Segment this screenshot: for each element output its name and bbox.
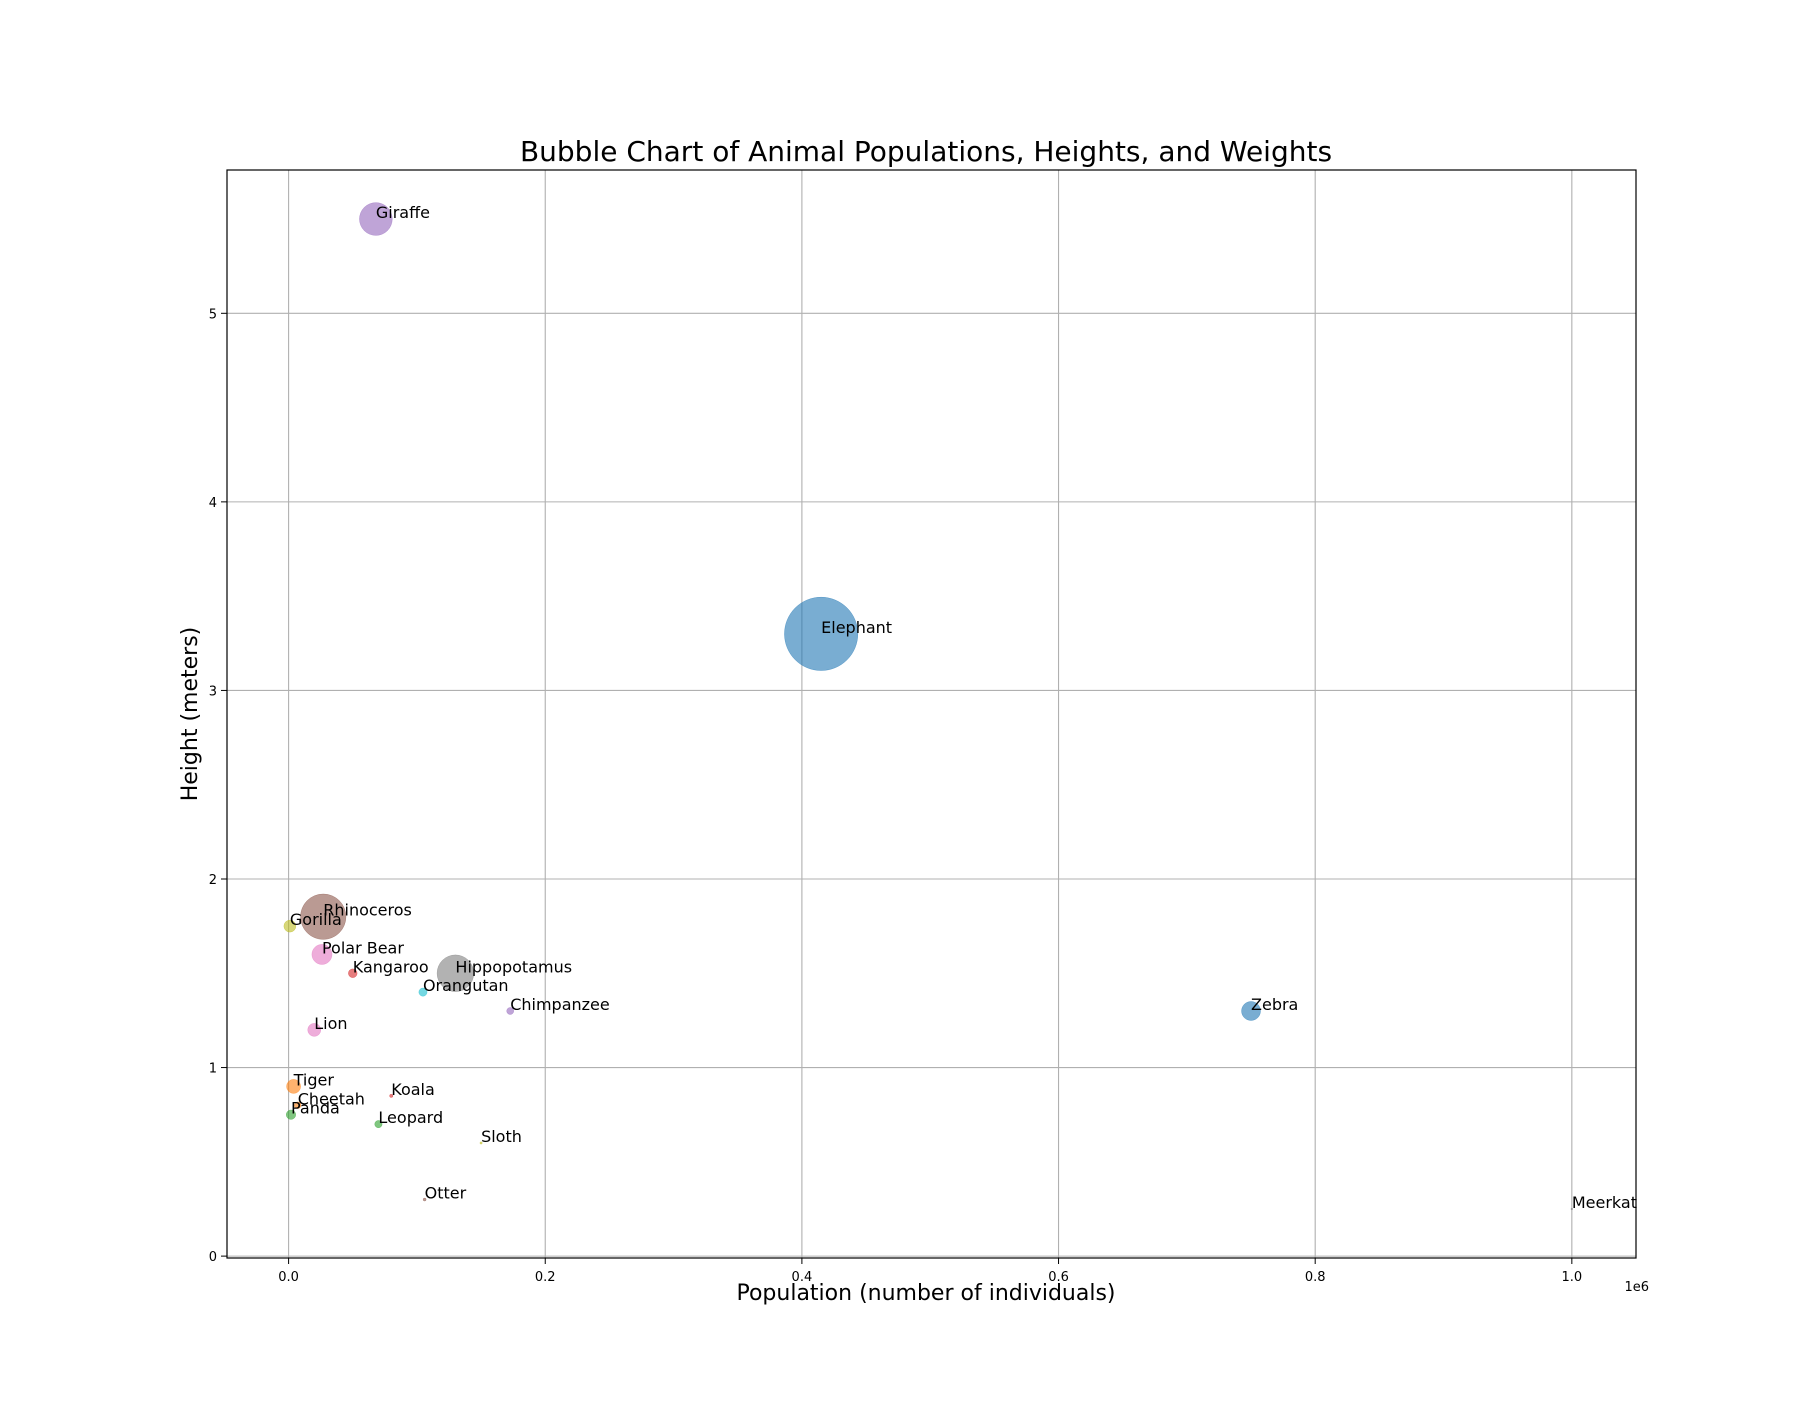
point-label-meerkat: Meerkat xyxy=(1572,1193,1637,1212)
point-label-elephant: Elephant xyxy=(821,618,892,637)
x-tick-label: 0.2 xyxy=(535,1270,556,1285)
bubble-koala xyxy=(389,1093,394,1098)
x-tick-label: 1.0 xyxy=(1561,1270,1582,1285)
x-axis-label: Population (number of individuals) xyxy=(736,1281,1115,1306)
point-label-cheetah: Cheetah xyxy=(298,1089,365,1108)
point-label-lion: Lion xyxy=(314,1014,347,1033)
y-tick-label: 5 xyxy=(209,307,217,322)
grid-layer xyxy=(227,170,1636,1258)
point-label-panda: Panda xyxy=(291,1099,340,1118)
y-tick-label: 1 xyxy=(209,1062,217,1077)
x-tick-label: 0.8 xyxy=(1305,1270,1326,1285)
point-label-gorilla: Gorilla xyxy=(290,910,342,929)
bubble-zebra xyxy=(1241,1001,1261,1021)
bubble-sloth xyxy=(479,1141,483,1145)
point-label-sloth: Sloth xyxy=(481,1127,522,1146)
point-label-giraffe: Giraffe xyxy=(376,203,430,222)
bubble-layer xyxy=(283,202,1573,1211)
y-tick-label: 0 xyxy=(209,1250,217,1265)
bubble-rhinoceros xyxy=(300,893,347,940)
bubble-leopard xyxy=(374,1120,383,1129)
point-label-layer: Elephant Tiger Leopard Kangaroo Giraffe Rhino… xyxy=(290,203,1637,1212)
point-label-chimpanzee: Chimpanzee xyxy=(510,995,610,1014)
chart-title: Bubble Chart of Animal Populations, Heig… xyxy=(520,135,1332,168)
point-label-leopard: Leopard xyxy=(378,1108,443,1127)
bubble-chimpanzee xyxy=(506,1007,514,1015)
bubble-giraffe xyxy=(359,202,393,236)
plot-area-frame xyxy=(226,169,1637,1259)
bubble-tiger xyxy=(286,1079,301,1094)
x-tick-label: 0.4 xyxy=(792,1270,813,1285)
y-tick-label: 4 xyxy=(209,496,217,511)
point-label-rhinoceros: Rhinoceros xyxy=(323,901,412,920)
bubble-polar-bear xyxy=(311,944,333,965)
x-tick-label: 0.0 xyxy=(278,1270,299,1285)
bubble-kangaroo xyxy=(348,968,358,978)
bubble-meerkat xyxy=(1570,1207,1573,1211)
bubble-orangutan xyxy=(418,987,428,997)
point-label-otter: Otter xyxy=(425,1184,467,1203)
bubble-lion xyxy=(307,1023,322,1037)
y-axis-ticks: 0 1 2 3 4 5 xyxy=(209,307,227,1265)
bubble-otter xyxy=(422,1197,427,1202)
x-axis-offset-label: 1e6 xyxy=(1624,1280,1649,1295)
point-label-kangaroo: Kangaroo xyxy=(353,957,429,976)
bubble-panda xyxy=(286,1109,296,1120)
point-label-zebra: Zebra xyxy=(1251,995,1298,1014)
point-label-hippopotamus: Hippopotamus xyxy=(455,957,572,976)
y-tick-label: 2 xyxy=(209,873,217,888)
point-label-koala: Koala xyxy=(391,1080,435,1099)
bubble-elephant xyxy=(784,596,859,671)
y-axis-label: Height (meters) xyxy=(178,627,203,802)
y-tick-label: 3 xyxy=(209,684,217,699)
x-axis-ticks: 0.0 0.2 0.4 0.6 0.8 1.0 xyxy=(278,1258,1582,1285)
point-label-tiger: Tiger xyxy=(293,1070,335,1089)
point-label-orangutan: Orangutan xyxy=(423,976,509,995)
bubble-cheetah xyxy=(294,1101,302,1109)
x-tick-label: 0.6 xyxy=(1048,1270,1069,1285)
bubble-hippopotamus xyxy=(436,954,475,992)
bubble-gorilla xyxy=(283,919,297,933)
point-label-polar-bear: Polar Bear xyxy=(322,938,404,957)
